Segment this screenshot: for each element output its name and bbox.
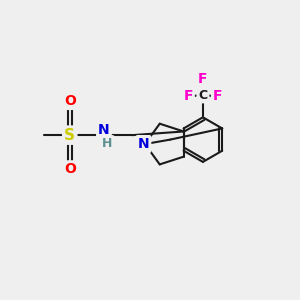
Text: H: H	[102, 137, 113, 150]
Text: O: O	[64, 162, 76, 176]
Text: F: F	[183, 89, 193, 103]
Text: C: C	[198, 88, 208, 101]
Text: F: F	[198, 72, 208, 86]
Text: F: F	[213, 89, 223, 103]
Text: N: N	[138, 137, 149, 151]
Text: O: O	[64, 94, 76, 108]
Text: N: N	[98, 123, 110, 137]
Text: S: S	[64, 128, 75, 142]
